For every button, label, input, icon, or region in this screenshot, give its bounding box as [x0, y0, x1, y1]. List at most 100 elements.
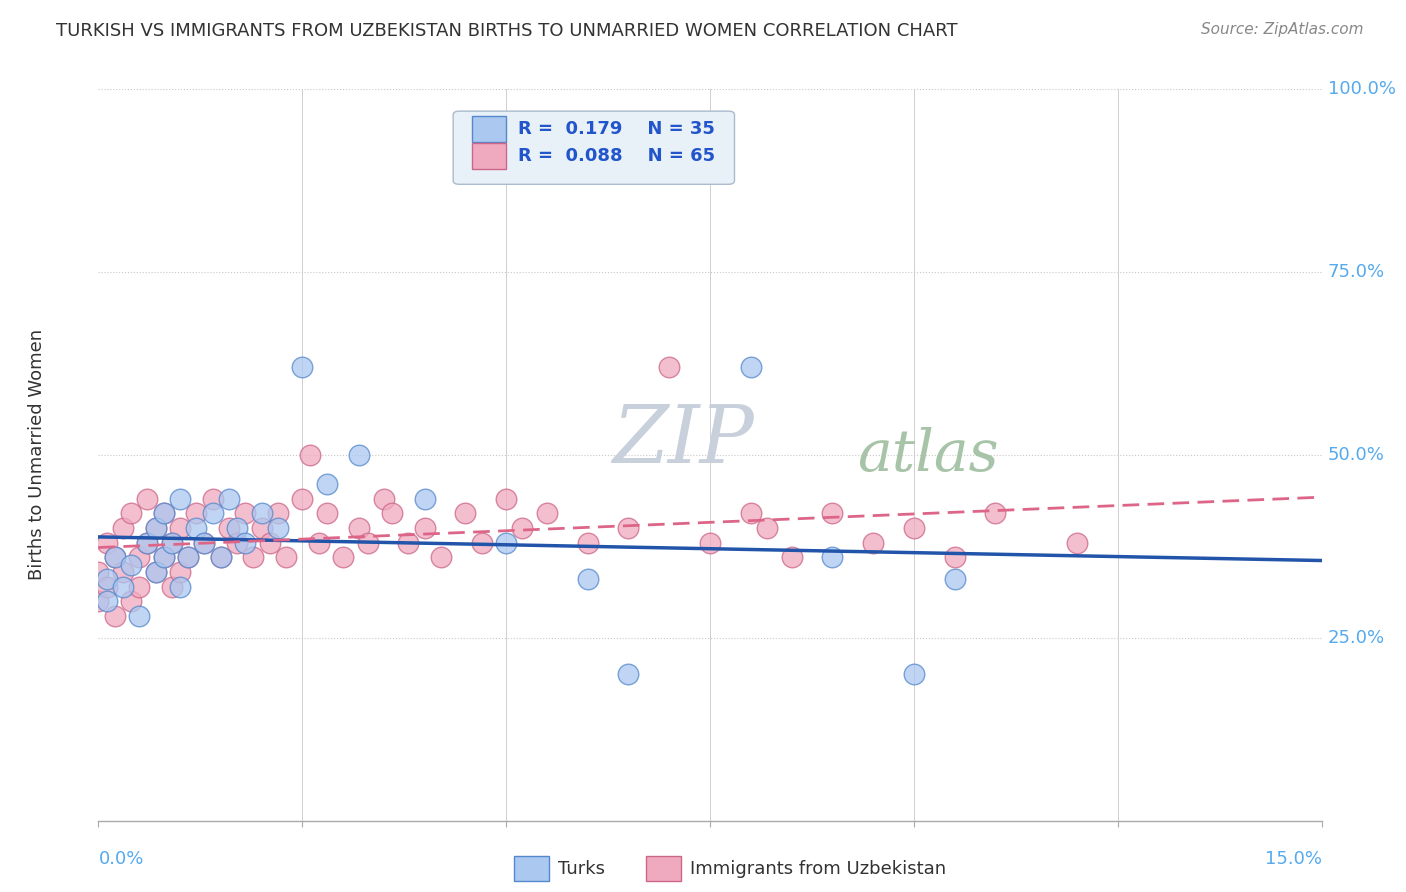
Point — [160, 580, 183, 594]
Point — [186, 507, 208, 521]
Point — [145, 565, 167, 579]
Point — [218, 491, 240, 506]
Point — [381, 507, 404, 521]
Point — [862, 535, 884, 549]
Point — [740, 507, 762, 521]
Point — [152, 550, 174, 565]
FancyBboxPatch shape — [515, 856, 548, 881]
Point — [349, 448, 371, 462]
Point — [267, 507, 290, 521]
Point — [201, 507, 224, 521]
Point — [226, 535, 249, 549]
Text: R =  0.088    N = 65: R = 0.088 N = 65 — [517, 147, 716, 165]
Point — [160, 535, 183, 549]
Point — [454, 507, 477, 521]
Point — [104, 550, 127, 565]
Point — [250, 507, 273, 521]
Point — [903, 667, 925, 681]
Point — [576, 572, 599, 586]
Point — [576, 535, 599, 549]
Point — [111, 521, 134, 535]
Point — [111, 580, 134, 594]
Point — [903, 521, 925, 535]
Point — [145, 521, 167, 535]
Point — [233, 535, 256, 549]
Point — [658, 360, 681, 375]
Point — [267, 521, 290, 535]
Point — [291, 360, 314, 375]
Point — [136, 535, 159, 549]
Text: 100.0%: 100.0% — [1327, 80, 1396, 98]
Point — [821, 507, 844, 521]
Point — [120, 507, 142, 521]
Point — [373, 491, 395, 506]
Point — [209, 550, 232, 565]
Point — [96, 535, 118, 549]
Point — [87, 594, 110, 608]
Point — [128, 550, 150, 565]
Point — [943, 550, 966, 565]
Point — [495, 535, 517, 549]
Text: 50.0%: 50.0% — [1327, 446, 1385, 464]
Text: 0.0%: 0.0% — [98, 850, 143, 868]
Point — [349, 521, 371, 535]
Text: Turks: Turks — [558, 860, 606, 878]
Point — [152, 507, 174, 521]
Point — [315, 507, 337, 521]
FancyBboxPatch shape — [471, 116, 506, 142]
Point — [193, 535, 215, 549]
Point — [471, 535, 494, 549]
Point — [299, 448, 322, 462]
Point — [332, 550, 354, 565]
Point — [315, 477, 337, 491]
Point — [96, 572, 118, 586]
Point — [120, 558, 142, 572]
Point — [152, 550, 174, 565]
Point — [1066, 535, 1088, 549]
Text: 75.0%: 75.0% — [1327, 263, 1385, 281]
Text: ZIP: ZIP — [612, 401, 754, 479]
Point — [169, 521, 191, 535]
Point — [536, 507, 558, 521]
Point — [740, 360, 762, 375]
Point — [177, 550, 200, 565]
Point — [233, 507, 256, 521]
Point — [128, 608, 150, 623]
Point — [274, 550, 297, 565]
Text: Source: ZipAtlas.com: Source: ZipAtlas.com — [1201, 22, 1364, 37]
Point — [120, 594, 142, 608]
Point — [259, 535, 281, 549]
Point — [145, 521, 167, 535]
Point — [160, 535, 183, 549]
Point — [226, 521, 249, 535]
Point — [169, 580, 191, 594]
Point — [128, 580, 150, 594]
Point — [96, 580, 118, 594]
Point — [136, 491, 159, 506]
Point — [96, 594, 118, 608]
Point — [756, 521, 779, 535]
Point — [413, 491, 436, 506]
Text: Immigrants from Uzbekistan: Immigrants from Uzbekistan — [690, 860, 946, 878]
Point — [111, 565, 134, 579]
Text: TURKISH VS IMMIGRANTS FROM UZBEKISTAN BIRTHS TO UNMARRIED WOMEN CORRELATION CHAR: TURKISH VS IMMIGRANTS FROM UZBEKISTAN BI… — [56, 22, 957, 40]
Point — [780, 550, 803, 565]
Point — [250, 521, 273, 535]
Point — [291, 491, 314, 506]
Point — [430, 550, 453, 565]
Point — [193, 535, 215, 549]
Text: 25.0%: 25.0% — [1327, 629, 1385, 647]
Point — [699, 535, 721, 549]
Point — [136, 535, 159, 549]
Point — [821, 550, 844, 565]
Point — [169, 565, 191, 579]
Point — [356, 535, 378, 549]
Point — [87, 565, 110, 579]
Point — [617, 521, 640, 535]
Point — [104, 550, 127, 565]
Point — [145, 565, 167, 579]
Point — [413, 521, 436, 535]
Point — [512, 521, 534, 535]
Point — [943, 572, 966, 586]
Point — [396, 535, 419, 549]
